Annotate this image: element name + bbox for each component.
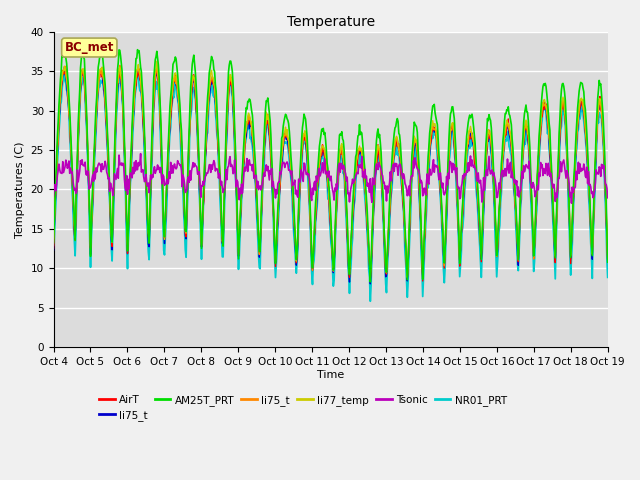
AM25T_PRT xyxy=(416,177,424,182)
AM25T_PRT xyxy=(116,53,124,59)
NR01_PRT xyxy=(203,132,211,137)
AirT xyxy=(174,88,182,94)
li77_temp xyxy=(367,275,374,281)
AirT xyxy=(203,123,211,129)
li75_t xyxy=(174,86,182,92)
li75_t xyxy=(416,189,424,194)
li75_t xyxy=(367,281,374,287)
NR01_PRT xyxy=(60,76,67,82)
li77_temp xyxy=(399,196,407,202)
li77_temp xyxy=(50,235,58,241)
li75_t xyxy=(174,89,182,95)
li77_temp xyxy=(203,120,211,125)
li75_t xyxy=(399,187,406,193)
Line: li75_t: li75_t xyxy=(54,65,608,277)
Tsonic xyxy=(203,170,211,176)
AirT xyxy=(116,75,124,81)
AM25T_PRT xyxy=(134,47,141,52)
AM25T_PRT xyxy=(50,240,58,246)
li75_t xyxy=(416,199,424,205)
li75_t xyxy=(60,68,67,74)
li75_t xyxy=(403,274,411,280)
AirT xyxy=(399,192,406,197)
li77_temp xyxy=(604,256,612,262)
AM25T_PRT xyxy=(399,192,407,198)
li77_temp xyxy=(116,72,124,78)
li77_temp xyxy=(174,85,182,91)
li75_t xyxy=(60,72,67,77)
AM25T_PRT xyxy=(604,259,612,265)
NR01_PRT xyxy=(50,259,58,265)
AirT xyxy=(153,66,161,72)
AirT xyxy=(415,176,422,182)
Tsonic xyxy=(60,169,67,175)
Title: Temperature: Temperature xyxy=(287,15,374,29)
Tsonic xyxy=(137,151,145,156)
AirT xyxy=(604,257,612,263)
li75_t xyxy=(118,80,125,85)
AM25T_PRT xyxy=(203,106,211,112)
NR01_PRT xyxy=(416,203,424,209)
AM25T_PRT xyxy=(174,72,182,77)
NR01_PRT xyxy=(118,84,125,90)
Tsonic xyxy=(568,200,575,206)
Legend: AirT, li75_t, AM25T_PRT, li75_t, li77_temp, Tsonic, NR01_PRT: AirT, li75_t, AM25T_PRT, li75_t, li77_te… xyxy=(95,391,511,425)
Line: li75_t: li75_t xyxy=(54,67,608,284)
li75_t xyxy=(203,123,211,129)
Tsonic xyxy=(604,195,612,201)
li75_t xyxy=(203,127,211,132)
li75_t xyxy=(604,258,612,264)
Tsonic xyxy=(415,168,422,173)
AirT xyxy=(60,71,67,77)
X-axis label: Time: Time xyxy=(317,370,344,380)
AM25T_PRT xyxy=(60,49,67,55)
Tsonic xyxy=(174,158,182,164)
li75_t xyxy=(50,247,58,253)
li75_t xyxy=(399,204,407,210)
Line: Tsonic: Tsonic xyxy=(54,154,608,203)
li75_t xyxy=(604,258,612,264)
NR01_PRT xyxy=(604,275,612,280)
AirT xyxy=(50,245,58,251)
Line: AM25T_PRT: AM25T_PRT xyxy=(54,49,608,282)
Tsonic xyxy=(116,162,124,168)
li75_t xyxy=(60,64,68,70)
li75_t xyxy=(50,242,58,248)
li75_t xyxy=(118,84,125,90)
AirT xyxy=(419,278,426,284)
NR01_PRT xyxy=(367,299,374,304)
Text: BC_met: BC_met xyxy=(65,41,114,54)
AM25T_PRT xyxy=(367,279,374,285)
li75_t xyxy=(116,62,124,68)
Line: NR01_PRT: NR01_PRT xyxy=(54,70,608,301)
NR01_PRT xyxy=(399,206,407,212)
li77_temp xyxy=(153,58,161,64)
Line: AirT: AirT xyxy=(54,69,608,281)
Tsonic xyxy=(399,176,406,181)
li77_temp xyxy=(416,189,424,194)
NR01_PRT xyxy=(174,96,182,102)
Y-axis label: Temperatures (C): Temperatures (C) xyxy=(15,141,25,238)
Line: li77_temp: li77_temp xyxy=(54,61,608,278)
li77_temp xyxy=(60,68,67,73)
Tsonic xyxy=(50,192,58,198)
NR01_PRT xyxy=(60,67,68,72)
